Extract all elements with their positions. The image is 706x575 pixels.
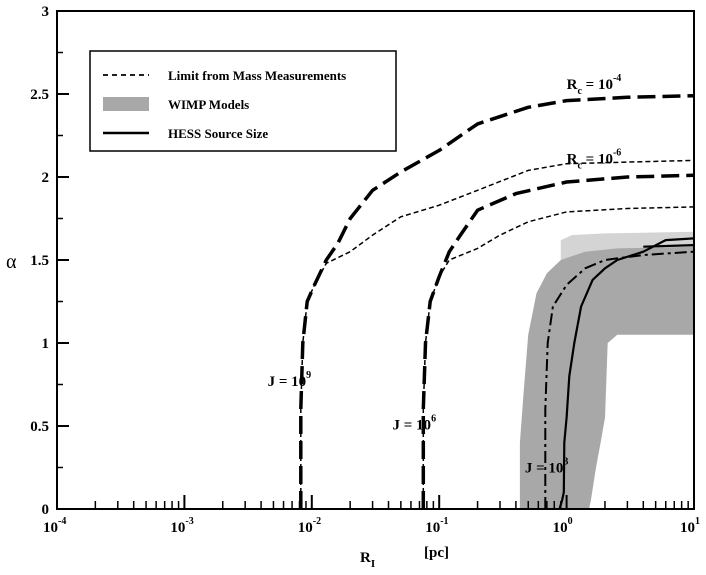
series-group	[299, 93, 695, 510]
x-tick-label: 101	[680, 516, 700, 536]
x-axis-unit: [pc]	[424, 545, 449, 561]
y-tick-label: 0	[42, 502, 50, 518]
legend-label: Limit from Mass Measurements	[168, 68, 346, 83]
y-tick-label: 2.5	[30, 87, 49, 103]
curve-annotation: J = 103	[525, 456, 569, 476]
series-line-2	[300, 159, 695, 509]
curve-annotation: J = 109	[268, 370, 312, 390]
series-line-6	[558, 237, 695, 510]
x-tick-label: 10-2	[298, 516, 321, 536]
y-tick-label: 0.5	[30, 419, 49, 435]
x-tick-label: 10-3	[170, 516, 193, 536]
curve-annotation: Rc = 10-4	[567, 73, 622, 97]
y-axis: 0 0.5 1 1.5 2 2.5 3	[30, 4, 69, 518]
x-tick-label: 100	[553, 516, 573, 536]
series-line-4	[422, 206, 695, 509]
curve-annotation: J = 106	[393, 413, 437, 433]
legend-swatch	[103, 97, 149, 111]
x-tick-label: 10-4	[43, 516, 66, 536]
y-axis-label: α	[6, 251, 17, 273]
y-tick-label: 1	[42, 336, 50, 352]
legend-label: HESS Source Size	[168, 126, 268, 141]
y-tick-label: 1.5	[30, 253, 49, 269]
y-tick-label: 3	[42, 4, 50, 20]
x-axis-label: RI	[360, 550, 375, 570]
annotations: Rc = 10-4 Rc = 10-6 J = 109 J = 106 J = 103	[268, 73, 622, 476]
curve-annotation: Rc = 10-6	[567, 148, 622, 172]
x-axis: 10-4 10-3 10-2 10-1 100 101	[43, 495, 700, 536]
series-line-7	[643, 244, 695, 248]
x-axis-label-sub: I	[371, 558, 375, 570]
y-tick-label: 2	[42, 170, 50, 186]
legend-label: WIMP Models	[168, 97, 249, 112]
x-tick-label: 10-1	[425, 516, 448, 536]
legend: Limit from Mass Measurements WIMP Models H…	[89, 50, 397, 152]
